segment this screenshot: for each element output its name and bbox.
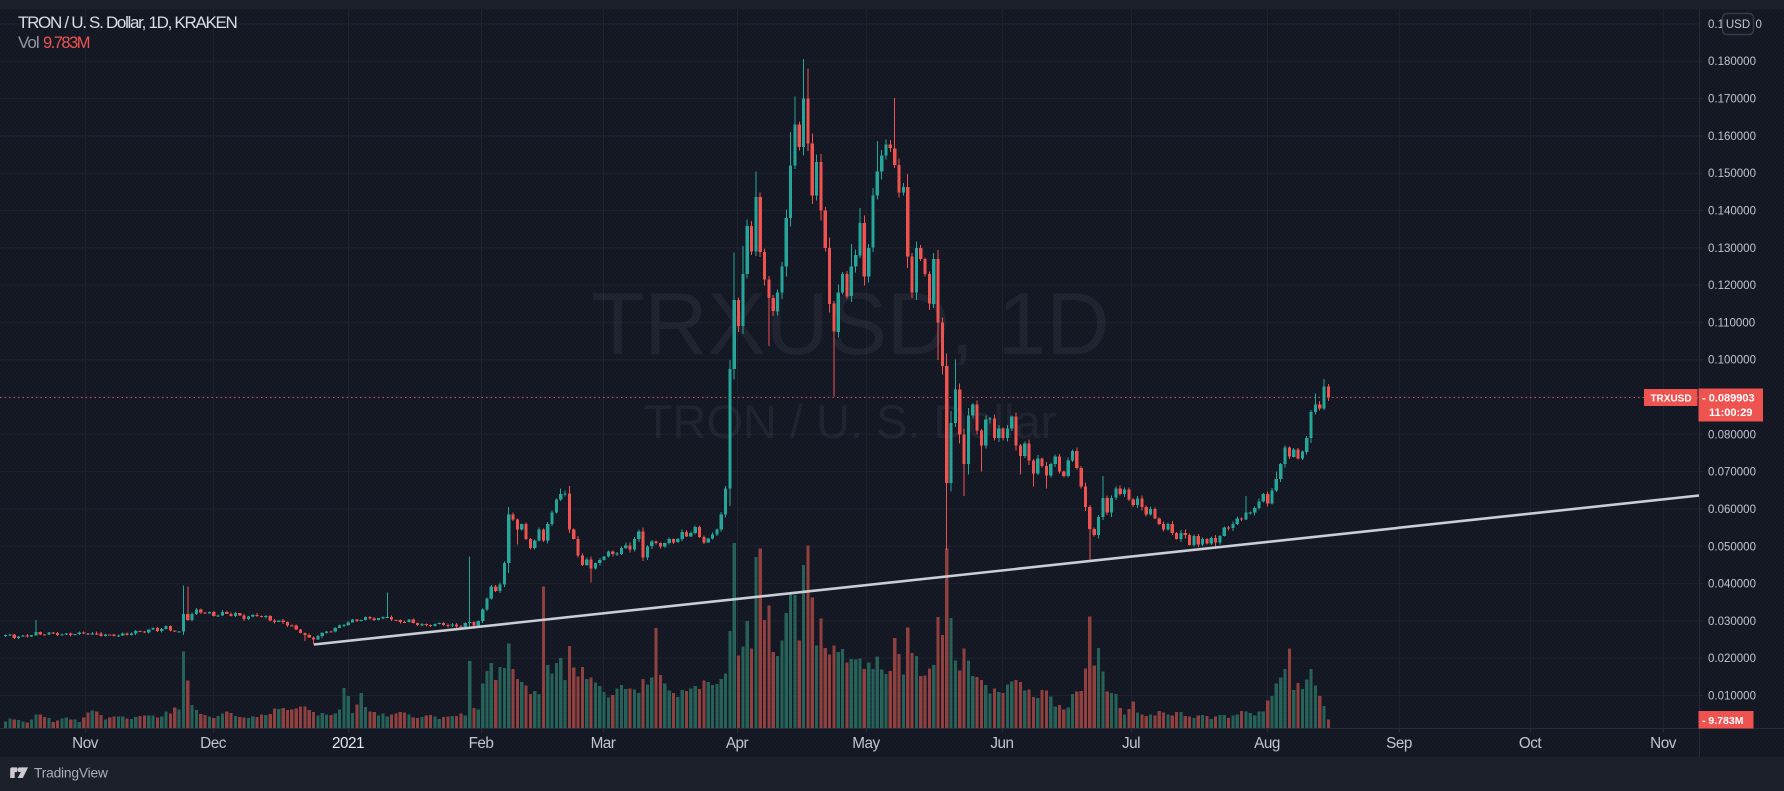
- svg-text:0.040000: 0.040000: [1708, 579, 1756, 591]
- svg-text:0.130000: 0.130000: [1708, 243, 1756, 255]
- svg-text:Oct: Oct: [1519, 735, 1543, 752]
- svg-text:Apr: Apr: [726, 735, 749, 752]
- svg-text:0: 0: [1756, 19, 1762, 31]
- svg-text:2021: 2021: [332, 735, 364, 752]
- svg-text:0.120000: 0.120000: [1708, 280, 1756, 292]
- svg-text:0.010000: 0.010000: [1708, 691, 1756, 703]
- svg-text:Dec: Dec: [200, 735, 227, 752]
- svg-text:Mar: Mar: [591, 735, 616, 752]
- svg-text:0.150000: 0.150000: [1708, 168, 1756, 180]
- svg-text:- 0.089903: - 0.089903: [1702, 393, 1755, 405]
- svg-text:9.783M: 9.783M: [43, 34, 90, 52]
- svg-text:Feb: Feb: [469, 735, 494, 752]
- svg-text:TRXUSD: TRXUSD: [1650, 394, 1691, 405]
- svg-text:0.100000: 0.100000: [1708, 355, 1756, 367]
- svg-text:0.060000: 0.060000: [1708, 504, 1756, 516]
- svg-text:USD: USD: [1726, 19, 1750, 31]
- svg-text:0.030000: 0.030000: [1708, 616, 1756, 628]
- svg-text:Vol: Vol: [18, 33, 39, 52]
- svg-text:Nov: Nov: [1650, 735, 1677, 752]
- svg-text:0.110000: 0.110000: [1708, 317, 1755, 329]
- svg-text:TRON / U. S. Dollar, 1D, KRAKE: TRON / U. S. Dollar, 1D, KRAKEN: [18, 13, 237, 32]
- svg-text:0.050000: 0.050000: [1708, 541, 1756, 553]
- svg-text:0.170000: 0.170000: [1708, 94, 1756, 106]
- svg-text:0.080000: 0.080000: [1708, 429, 1756, 441]
- svg-text:0.020000: 0.020000: [1708, 653, 1756, 665]
- svg-text:Sep: Sep: [1386, 735, 1412, 752]
- svg-text:TRON / U. S. Dollar: TRON / U. S. Dollar: [644, 395, 1057, 448]
- svg-text:0.160000: 0.160000: [1708, 131, 1756, 143]
- svg-text:TradingView: TradingView: [34, 766, 108, 781]
- svg-text:0.070000: 0.070000: [1708, 467, 1756, 479]
- svg-text:- 9.783M: - 9.783M: [1702, 715, 1744, 727]
- svg-text:Jul: Jul: [1122, 735, 1140, 752]
- svg-text:Nov: Nov: [72, 735, 99, 752]
- svg-text:11:00:29: 11:00:29: [1709, 407, 1752, 419]
- svg-text:0.140000: 0.140000: [1708, 206, 1756, 218]
- svg-text:0.180000: 0.180000: [1708, 56, 1756, 68]
- svg-text:Jun: Jun: [990, 735, 1013, 752]
- svg-text:Aug: Aug: [1254, 735, 1280, 752]
- svg-text:May: May: [852, 735, 880, 752]
